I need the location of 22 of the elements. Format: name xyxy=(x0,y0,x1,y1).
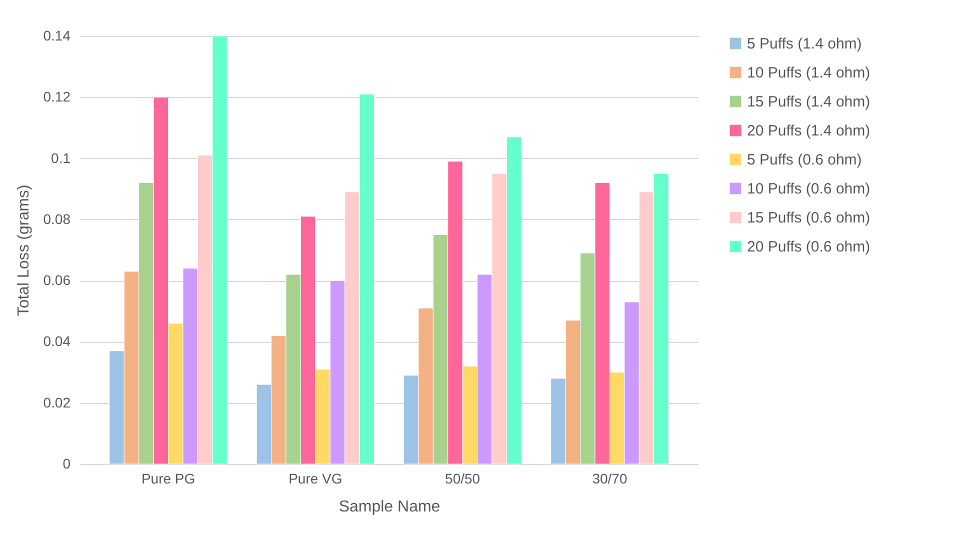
y-axis-title: Total Loss (grams) xyxy=(15,184,32,316)
x-axis-title: Sample Name xyxy=(338,498,440,516)
y-tick-label: 0.14 xyxy=(43,28,71,44)
y-tick-label: 0.04 xyxy=(43,333,71,350)
y-tick-label: 0 xyxy=(62,456,71,472)
legend-label: 15 Puffs (1.4 ohm) xyxy=(747,94,870,110)
x-tick-label: Pure PG xyxy=(141,470,196,486)
x-tick-label: 50/50 xyxy=(445,470,480,486)
legend-label: 20 Puffs (1.4 ohm) xyxy=(747,122,870,140)
legend-label: 10 Puffs (1.4 ohm) xyxy=(747,64,870,82)
legend-label: 5 Puffs (0.6 ohm) xyxy=(747,152,862,168)
y-tick-label: 0.02 xyxy=(43,394,71,410)
y-tick-label: 0.12 xyxy=(43,88,71,105)
x-tick-label: Pure VG xyxy=(288,470,342,486)
legend-label: 15 Puffs (0.6 ohm) xyxy=(747,210,870,226)
legend-label: 20 Puffs (0.6 ohm) xyxy=(747,238,870,256)
y-tick-label: 0.08 xyxy=(43,210,71,227)
y-tick-label: 0.1 xyxy=(51,150,71,166)
x-tick-label: 30/70 xyxy=(592,470,628,486)
legend-label: 5 Puffs (1.4 ohm) xyxy=(747,36,862,52)
legend-label: 10 Puffs (0.6 ohm) xyxy=(747,180,870,198)
y-tick-label: 0.06 xyxy=(43,272,71,288)
